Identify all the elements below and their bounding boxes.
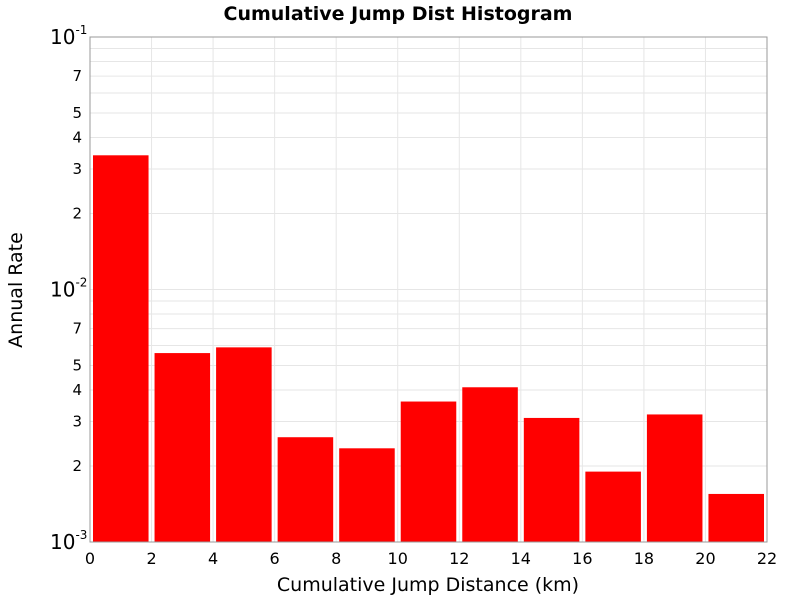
bar-9 <box>585 471 641 542</box>
bar-4 <box>277 437 334 542</box>
y-major-tick-label: 10-3 <box>50 528 87 554</box>
x-tick-label: 4 <box>208 549 218 568</box>
x-axis-label: Cumulative Jump Distance (km) <box>277 574 579 596</box>
y-minor-tick-label: 5 <box>72 357 82 375</box>
bar-1 <box>93 155 149 542</box>
x-tick-labels: 0 2 4 6 8 10 12 14 16 18 20 22 <box>85 549 777 568</box>
y-minor-tick-label: 7 <box>72 67 82 85</box>
bar-11 <box>708 493 764 542</box>
x-tick-label: 0 <box>85 549 95 568</box>
y-minor-tick-label: 2 <box>72 204 82 222</box>
y-minor-tick-label: 4 <box>72 128 82 146</box>
y-minor-tick-label: 2 <box>72 457 82 475</box>
y-minor-tick-label: 5 <box>72 104 82 122</box>
y-minor-tick-label: 4 <box>72 381 82 399</box>
y-minor-tick-label: 7 <box>72 320 82 338</box>
bars <box>93 155 764 542</box>
x-tick-label: 6 <box>270 549 280 568</box>
plot-frame <box>89 36 768 543</box>
y-axis-label: Annual Rate <box>5 232 27 348</box>
y-major-tick-label: 10-1 <box>50 23 87 49</box>
bar-7 <box>462 387 518 542</box>
bar-10 <box>646 414 703 542</box>
chart-title: Cumulative Jump Dist Histogram <box>224 3 573 25</box>
x-tick-label: 8 <box>331 549 341 568</box>
x-tick-label: 14 <box>511 549 531 568</box>
bar-2 <box>154 353 211 542</box>
bar-6 <box>400 401 457 542</box>
x-tick-label: 10 <box>388 549 408 568</box>
bar-3 <box>216 347 272 542</box>
x-tick-label: 16 <box>572 549 592 568</box>
y-minor-tick-label: 3 <box>72 413 82 431</box>
x-tick-label: 12 <box>449 549 469 568</box>
x-tick-label: 20 <box>695 549 715 568</box>
x-tick-label: 2 <box>146 549 156 568</box>
y-minor-tick-label: 3 <box>72 160 82 178</box>
x-tick-label: 22 <box>757 549 777 568</box>
bar-8 <box>523 417 580 542</box>
y-major-tick-label: 10-2 <box>50 276 87 302</box>
bar-5 <box>339 448 395 542</box>
x-tick-label: 18 <box>634 549 654 568</box>
y-tick-labels: 10-3 10-2 10-1 2 3 4 5 7 2 3 4 5 7 <box>50 23 87 554</box>
